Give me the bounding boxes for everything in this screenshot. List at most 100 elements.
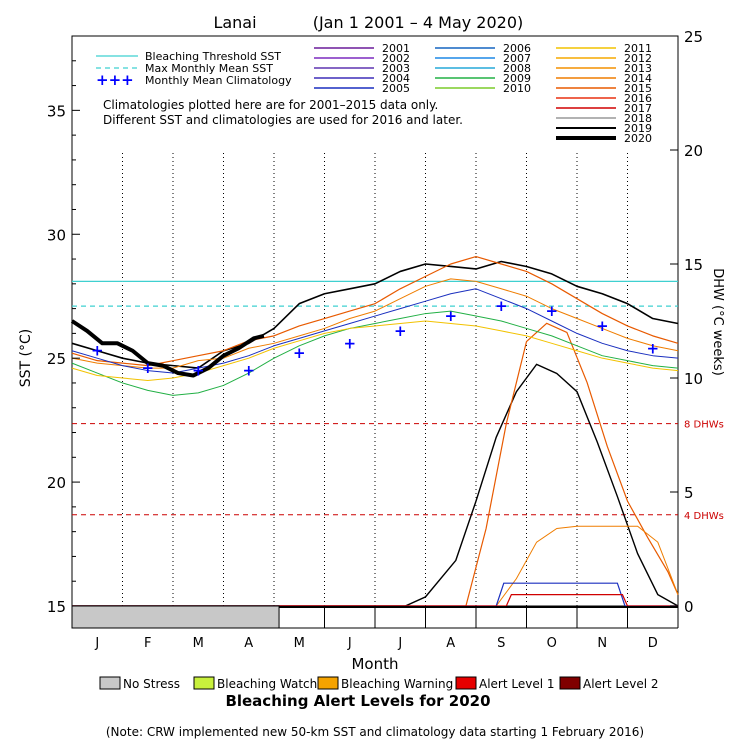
dhw-line-2014	[72, 525, 679, 607]
alert-level-label: Alert Level 1	[479, 677, 555, 691]
climatology-note-line1: Climatologies plotted here are for 2001–…	[103, 98, 438, 112]
y-right-tick-label: 10	[684, 370, 703, 388]
y-right-tick-label: 5	[684, 484, 694, 502]
sst-line-2020	[70, 319, 265, 378]
year-legend-label: 2003	[382, 62, 410, 75]
year-legend-label: 2001	[382, 42, 410, 55]
x-tick-label: M	[193, 636, 204, 651]
dhw-alert-label: 8 DHWs	[684, 420, 724, 431]
sst-line-2015	[71, 255, 679, 367]
climatology-marker: +	[444, 307, 457, 325]
x-tick-label: N	[597, 636, 607, 651]
x-tick-label: S	[497, 636, 505, 651]
alert-level-swatch	[193, 676, 215, 690]
year-legend-label: 2008	[503, 62, 531, 75]
climatology-note-line2: Different SST and climatologies are used…	[103, 113, 463, 127]
legend-mmm-label: Max Monthly Mean SST	[145, 62, 273, 75]
x-tick-label: O	[547, 636, 557, 651]
dhw-series	[72, 322, 679, 607]
sst-line-2014	[71, 278, 679, 369]
climatology-marker: +	[141, 359, 154, 377]
year-legend-label: 2005	[382, 82, 410, 95]
alert-level-swatch	[455, 676, 477, 690]
climatology-marker: +	[91, 342, 104, 360]
year-legend-label: 2018	[624, 112, 652, 125]
y-right-tick-label: 0	[684, 598, 694, 616]
year-legend-label: 2002	[382, 52, 410, 65]
axis-ticks: J F M A M J J A S O N D 15 20 25 30 35 0 5 10 15 20 25	[47, 28, 703, 651]
y-left-tick-label: 25	[47, 350, 66, 368]
alert-level-swatch	[559, 676, 581, 690]
legend-clim-swatch: +++	[96, 71, 134, 89]
sst-line-2009	[71, 310, 679, 396]
reference-lines: 8 DHWs 4 DHWs	[72, 280, 724, 522]
year-legend-label: 2020	[624, 132, 652, 145]
year-legend-label: 2006	[503, 42, 531, 55]
alert-level-swatch	[99, 676, 121, 690]
alert-level-label: Bleaching Warning	[341, 677, 453, 691]
x-tick-label: M	[294, 636, 305, 651]
y-right-tick-label: 20	[684, 142, 703, 160]
x-axis-label: Month	[351, 655, 398, 673]
alert-level-legend: No Stress Bleaching Watch Bleaching Warnin…	[99, 676, 659, 691]
year-legend-label: 2013	[624, 62, 652, 75]
year-legend-label: 2019	[624, 122, 652, 135]
y-left-tick-label: 20	[47, 474, 66, 492]
year-legend-label: 2014	[624, 72, 652, 85]
legend-threshold-label: Bleaching Threshold SST	[145, 50, 281, 63]
climatology-marker: +	[646, 339, 659, 357]
climatology-marker: +	[293, 344, 306, 362]
dhw-alert-label: 4 DHWs	[684, 511, 724, 522]
year-legend-label: 2009	[503, 72, 531, 85]
year-legend-label: 2016	[624, 92, 652, 105]
alert-level-swatch	[317, 676, 339, 690]
dhw-line-2019	[72, 363, 679, 607]
x-tick-label: J	[397, 636, 402, 651]
x-tick-label: A	[244, 636, 253, 651]
sst-line-2019	[71, 260, 679, 369]
x-tick-label: D	[648, 636, 658, 651]
year-legend-label: 2004	[382, 72, 410, 85]
climatology-marker: +	[242, 362, 255, 380]
y-left-tick-label: 35	[47, 102, 66, 120]
climatology-marker: +	[192, 362, 205, 380]
y-axis-right-label: DHW (°C weeks)	[710, 268, 725, 376]
year-legend-label: 2011	[624, 42, 652, 55]
y-left-tick-label: 30	[47, 226, 66, 244]
year-legend-label: 2010	[503, 82, 531, 95]
footnote: (Note: CRW implemented new 50-km SST and…	[106, 725, 644, 739]
alert-levels-title: Bleaching Alert Levels for 2020	[225, 692, 490, 710]
climatology-marker: +	[596, 317, 609, 335]
alert-level-label: No Stress	[123, 677, 180, 691]
climatology-marker: +	[495, 297, 508, 315]
legend: Bleaching Threshold SST Max Monthly Mean…	[96, 42, 652, 145]
dhw-line-2016	[72, 593, 678, 607]
y-right-tick-label: 25	[684, 28, 703, 46]
chart-site: Lanai	[213, 13, 256, 32]
sst-line-2005	[71, 288, 679, 374]
year-legend-label: 2012	[624, 52, 652, 65]
alert-bar-2020	[71, 605, 280, 629]
x-tick-label: A	[446, 636, 455, 651]
y-left-tick-label: 15	[47, 598, 66, 616]
sst-line-2011	[71, 320, 679, 381]
year-legend-label: 2017	[624, 102, 652, 115]
y-right-tick-label: 15	[684, 256, 703, 274]
chart-period: (Jan 1 2001 – 4 May 2020)	[313, 13, 524, 32]
climatology-marker: +	[394, 322, 407, 340]
year-legend-label: 2015	[624, 82, 652, 95]
climatology-markers: + + + + + + + + + + + +	[91, 297, 659, 379]
legend-clim-label: Monthly Mean Climatology	[145, 74, 292, 87]
x-tick-label: J	[347, 636, 352, 651]
dhw-line-2005	[72, 582, 678, 607]
climatology-marker: +	[343, 334, 356, 352]
year-legend-label: 2007	[503, 52, 531, 65]
dhw-line-2015	[72, 322, 679, 607]
alert-level-label: Alert Level 2	[583, 677, 659, 691]
x-tick-label: F	[144, 636, 151, 651]
x-tick-label: J	[94, 636, 99, 651]
y-axis-left-label: SST (°C)	[18, 329, 34, 387]
alert-level-label: Bleaching Watch	[217, 677, 317, 691]
